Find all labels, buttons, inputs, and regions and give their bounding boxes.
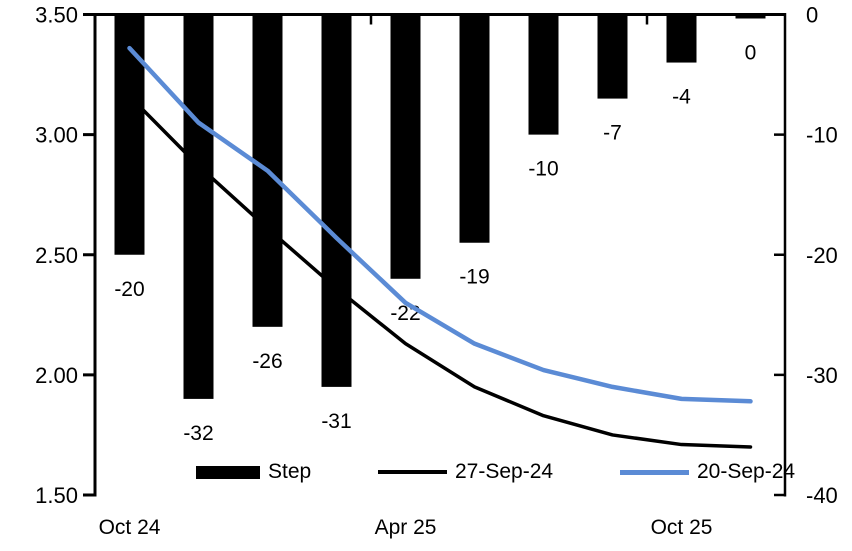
bar (183, 14, 214, 399)
right-axis-tick-label: -10 (806, 123, 838, 148)
legend-label-step: Step (268, 460, 312, 483)
x-axis-tick-label: Oct 25 (651, 516, 713, 539)
legend-item-20-sep-24: 20-Sep-24 (620, 461, 795, 483)
bar-data-label: -7 (603, 122, 622, 145)
bar-data-label: -31 (321, 410, 351, 433)
bar-data-label: -26 (252, 350, 282, 373)
legend-label-27-sep-24: 27-Sep-24 (455, 460, 554, 483)
right-axis-tick-label: -20 (806, 243, 838, 268)
bar (459, 14, 490, 243)
right-axis-tick-label: -30 (806, 363, 838, 388)
bar (321, 14, 352, 387)
left-axis-tick-label: 2.00 (35, 363, 78, 388)
left-axis-tick-label: 3.00 (35, 123, 78, 148)
bar (390, 14, 421, 279)
bar (114, 14, 145, 255)
bar-data-label: -4 (672, 86, 691, 109)
bar (666, 14, 697, 63)
legend-item-step: Step (196, 461, 311, 483)
legend-label-20-sep-24: 20-Sep-24 (697, 460, 796, 483)
bar-swatch-icon (196, 465, 260, 479)
bar-data-label: -19 (459, 266, 489, 289)
x-axis-tick-label: Oct 24 (99, 516, 161, 539)
bar-data-label: 0 (745, 42, 757, 65)
left-axis-tick-label: 1.50 (35, 483, 78, 508)
bar (735, 14, 766, 19)
legend-item-27-sep-24: 27-Sep-24 (378, 461, 553, 483)
black-line-swatch-icon (378, 470, 447, 474)
x-axis-tick-label: Apr 25 (375, 516, 437, 539)
bar (597, 14, 628, 99)
line-20-sep-24 (127, 45, 753, 404)
bar-data-label: -32 (183, 422, 213, 445)
left-axis-tick-label: 2.50 (35, 243, 78, 268)
right-axis-tick-label: 0 (806, 3, 818, 28)
bar (528, 14, 559, 135)
bar-data-label: -20 (114, 278, 144, 301)
line-27-sep-24 (127, 94, 753, 449)
right-axis-tick-label: -40 (806, 483, 838, 508)
bar-data-label: -10 (528, 158, 558, 181)
left-axis-tick-label: 3.50 (35, 3, 78, 28)
blue-line-swatch-icon (620, 469, 689, 475)
